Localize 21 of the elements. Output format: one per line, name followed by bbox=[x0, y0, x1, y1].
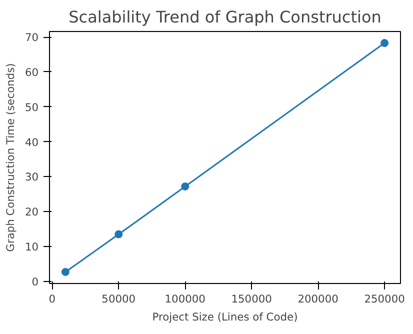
point bbox=[380, 39, 389, 48]
y-tick-label: 20 bbox=[24, 206, 39, 219]
y-tick-label: 10 bbox=[24, 240, 39, 254]
y-axis-title: Graph Construction Time (seconds) bbox=[4, 63, 17, 252]
x-tick-label: 50000 bbox=[102, 292, 136, 306]
y-tick-label: 0 bbox=[32, 275, 39, 288]
x-axis-title: Project Size (Lines of Code) bbox=[152, 310, 298, 324]
y-tick-label: 30 bbox=[24, 170, 39, 184]
point bbox=[181, 182, 190, 190]
point bbox=[61, 268, 70, 276]
x-tick-label: 0 bbox=[48, 292, 56, 306]
chart-title: Scalability Trend of Graph Construction bbox=[68, 8, 382, 26]
y-tick-label: 70 bbox=[24, 31, 39, 44]
x-tick-label: 150000 bbox=[231, 292, 272, 306]
x-tick-label: 250000 bbox=[364, 292, 406, 306]
y-tick-label: 40 bbox=[24, 136, 39, 149]
point bbox=[114, 230, 123, 238]
y-tick-label: 60 bbox=[24, 66, 39, 79]
x-tick-label: 100000 bbox=[164, 292, 206, 306]
y-tick-label: 50 bbox=[24, 100, 39, 114]
x-tick-label: 200000 bbox=[298, 292, 339, 306]
